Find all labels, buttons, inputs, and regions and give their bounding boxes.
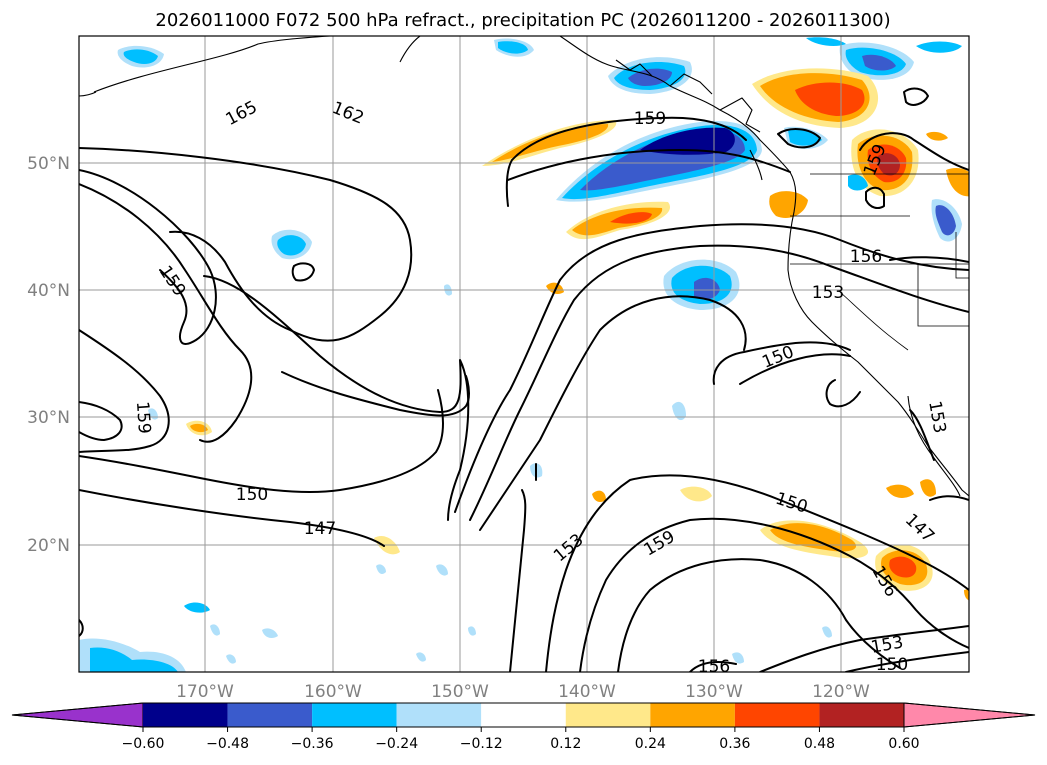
lat-label: 40°N <box>27 281 70 301</box>
colorbar-tick-label: −0.24 <box>375 736 418 752</box>
contour-label: 156 <box>698 657 730 677</box>
colorbar-extend-low <box>11 702 144 728</box>
contour-label: 150 <box>236 485 268 505</box>
contour-label: 153 <box>812 283 844 303</box>
precip-fills <box>79 37 969 672</box>
longitude-labels: 170°W 160°W 150°W 140°W 130°W 120°W <box>176 682 870 702</box>
lon-label: 120°W <box>812 682 870 702</box>
contour-label: 159 <box>634 109 666 129</box>
colorbar-tick-label: −0.36 <box>291 736 334 752</box>
colorbar-tick-label: 0.48 <box>804 736 835 752</box>
colorbar-tick-label: −0.60 <box>122 736 165 752</box>
colorbar-segment <box>143 703 228 727</box>
lon-label: 130°W <box>685 682 743 702</box>
colorbar-segment <box>734 703 820 727</box>
colorbar-tick-label: 0.60 <box>888 736 919 752</box>
colorbar-tick-label: 0.36 <box>719 736 750 752</box>
lon-label: 140°W <box>558 682 616 702</box>
contour-label: 156 <box>850 247 882 267</box>
colorbar-tick-label: −0.48 <box>206 736 249 752</box>
coastlines <box>79 36 969 497</box>
lat-label: 50°N <box>27 154 70 174</box>
lon-label: 170°W <box>176 682 234 702</box>
colorbar-segment <box>481 703 566 727</box>
contour-lines <box>79 87 969 672</box>
colorbar-segment <box>819 703 904 727</box>
colorbar-segment <box>227 703 313 727</box>
lon-label: 150°W <box>431 682 489 702</box>
colorbar: −0.60 −0.48 −0.36 −0.24 −0.12 0.12 0.24 0.36 0.4… <box>11 702 1036 752</box>
colorbar-segment <box>565 703 651 727</box>
map-frame <box>78 35 970 673</box>
colorbar-segment <box>650 703 735 727</box>
colorbar-segment <box>312 703 397 727</box>
lat-label: 30°N <box>27 408 70 428</box>
lat-label: 20°N <box>27 536 70 556</box>
colorbar-extend-high <box>903 702 1036 728</box>
contour-label: 159 <box>132 401 154 435</box>
map-area: 165 162 159 159 159 159 156 153 150 150 … <box>79 36 969 677</box>
colorbar-segment <box>396 703 482 727</box>
latitude-labels: 50°N 40°N 30°N 20°N <box>27 154 70 556</box>
colorbar-tick-label: 0.12 <box>550 736 581 752</box>
colorbar-tick-label: −0.12 <box>460 736 503 752</box>
lon-label: 160°W <box>304 682 362 702</box>
contour-label: 147 <box>304 519 336 539</box>
contour-label: 150 <box>876 655 908 675</box>
figure-title: 2026011000 F072 500 hPa refract., precip… <box>155 10 890 31</box>
colorbar-tick-label: 0.24 <box>635 736 666 752</box>
